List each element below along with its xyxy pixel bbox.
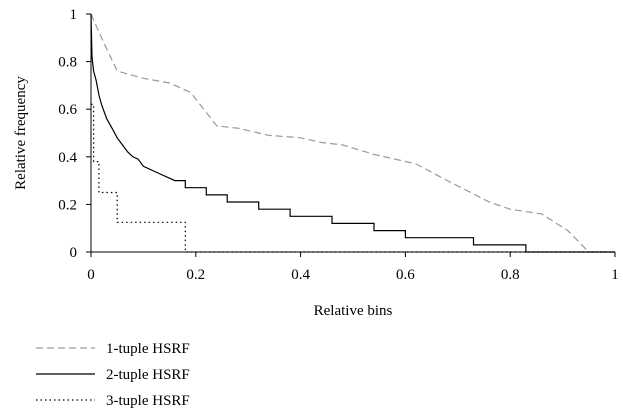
x-tick-label: 0.6	[396, 267, 415, 283]
legend-label-2: 2-tuple HSRF	[106, 367, 190, 383]
x-axis-title: Relative bins	[314, 303, 393, 319]
y-tick-label: 1	[70, 7, 78, 23]
x-tick-label: 0.4	[291, 267, 310, 283]
legend-label-3: 3-tuple HSRF	[106, 393, 190, 409]
x-tick-label: 0	[87, 267, 95, 283]
y-tick-label: 0.6	[58, 102, 77, 118]
y-tick-label: 0	[70, 245, 78, 261]
legend: 1-tuple HSRF 2-tuple HSRF 3-tuple HSRF	[36, 341, 190, 409]
x-tick-label: 1	[611, 267, 619, 283]
series-line-1	[90, 13, 615, 253]
x-tick-label: 0.2	[186, 267, 205, 283]
x-axis-ticks: 0 0.2 0.4 0.6 0.8 1	[87, 252, 619, 283]
x-tick-label: 0.8	[501, 267, 520, 283]
y-tick-label: 0.2	[58, 197, 77, 213]
series-line-2	[90, 13, 615, 253]
legend-label-1: 1-tuple HSRF	[106, 341, 190, 357]
y-axis-title: Relative frequency	[13, 76, 29, 190]
y-tick-label: 0.4	[58, 150, 77, 166]
series-lines	[90, 13, 615, 253]
y-tick-label: 0.8	[58, 55, 77, 71]
y-axis-ticks: 0 0.2 0.4 0.6 0.8 1	[58, 7, 91, 261]
